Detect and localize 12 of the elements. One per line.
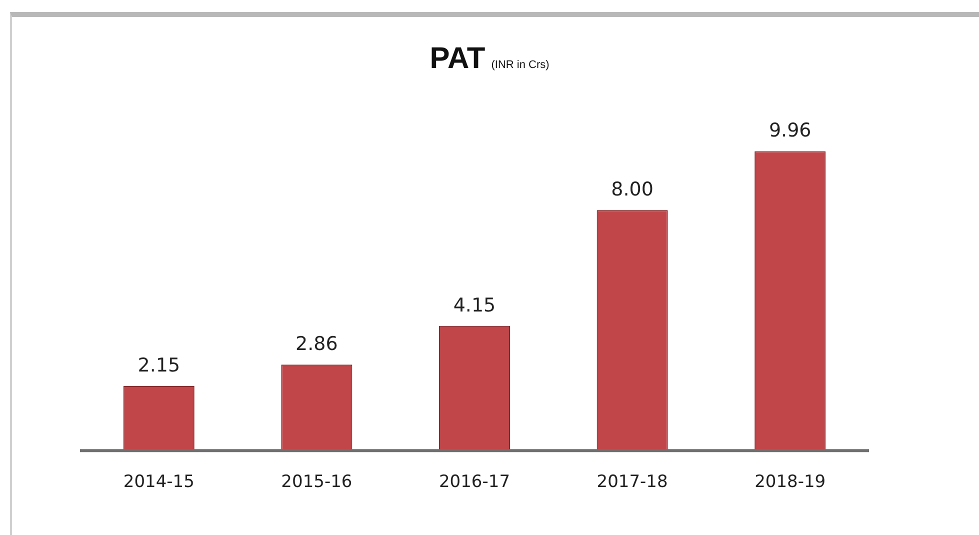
x-tick-label: 2015-16	[281, 472, 352, 492]
x-tick-label: 2016-17	[438, 472, 510, 492]
chart-subtitle: (INR in Crs)	[491, 59, 550, 71]
data-label: 8.00	[611, 178, 654, 201]
x-tick-label: 2017-18	[596, 472, 668, 492]
data-label: 2.86	[296, 333, 338, 356]
x-tick-label: 2018-19	[754, 472, 826, 492]
data-label: 2.15	[138, 354, 180, 376]
data-label: 9.96	[768, 120, 812, 142]
data-label: 4.15	[453, 294, 496, 316]
x-tick-label: 2014-15	[123, 472, 194, 492]
chart-title: PAT	[430, 42, 486, 75]
